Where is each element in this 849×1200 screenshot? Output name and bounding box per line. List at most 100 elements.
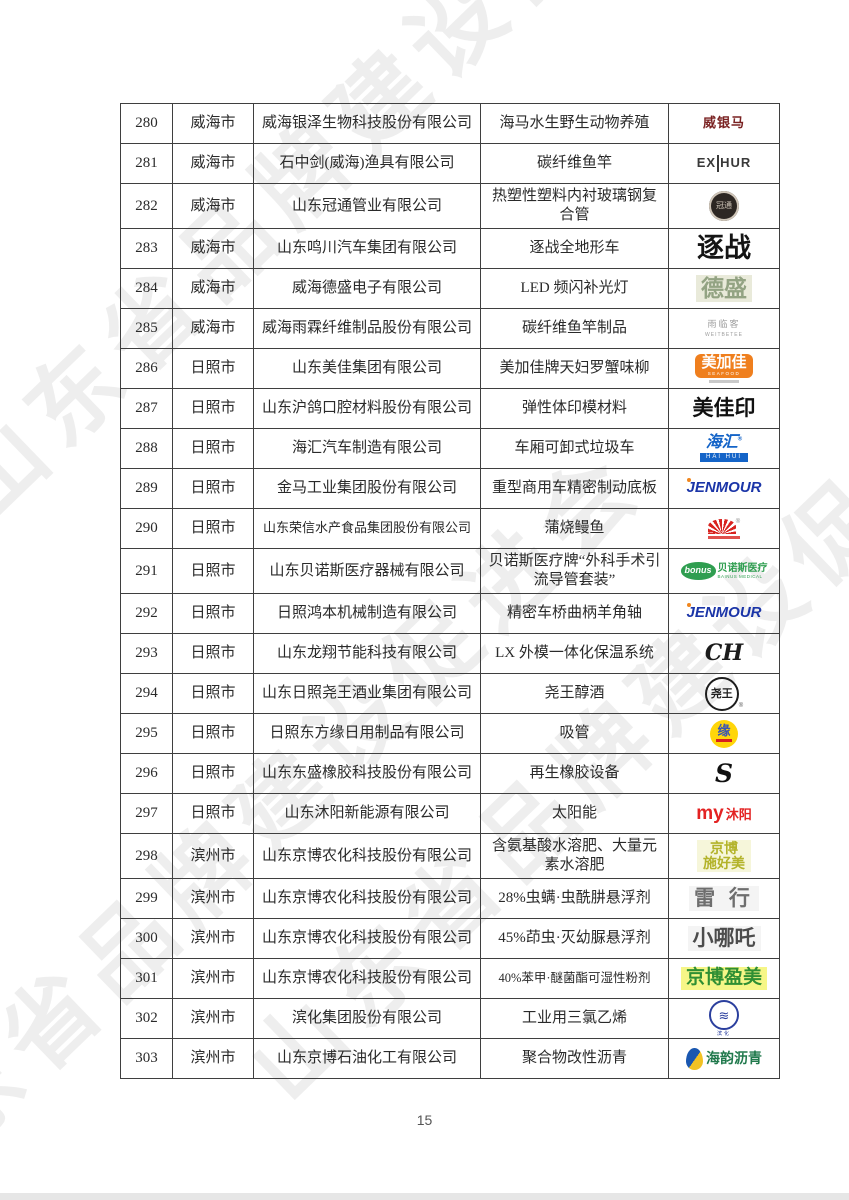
brand-logo: 逐战 [673, 233, 775, 264]
brand-logo: 小哪吒 [673, 925, 775, 952]
company-cell: 山东京博农化科技股份有限公司 [253, 958, 481, 999]
brand-logo: 海韵沥青 [673, 1047, 775, 1070]
brand-logo: 京博盈美 [673, 967, 775, 990]
brand-logo-cell: CH [668, 633, 780, 674]
table-row: 292 日照市 日照鸿本机械制造有限公司 精密车桥曲柄羊角轴 JENMOUR [120, 593, 780, 634]
brand-logo-cell: 海汇® HAI HUI [668, 428, 780, 469]
company-cell: 山东鸣川汽车集团有限公司 [253, 228, 481, 269]
table-row: 300 滨州市 山东京博农化科技股份有限公司 45%茚虫·灭幼脲悬浮剂 小哪吒 [120, 918, 780, 959]
seal-icon: 冠通 [709, 191, 739, 221]
city-cell: 日照市 [172, 713, 254, 754]
caption-bar [708, 535, 740, 539]
city-cell: 日照市 [172, 348, 254, 389]
brand-text: 德盛 [696, 274, 752, 303]
product-cell: 热塑性塑料内衬玻璃钢复合管 [480, 183, 669, 229]
brand-logo: CH [673, 641, 775, 665]
city-cell: 滨州市 [172, 878, 254, 919]
table-row: 295 日照市 日照东方缘日用制品有限公司 吸管 缘 [120, 713, 780, 754]
dot-icon [687, 603, 692, 608]
row-number-cell: 289 [120, 468, 173, 509]
city-cell: 日照市 [172, 468, 254, 509]
brand-logo: JENMOUR [673, 603, 775, 623]
city-cell: 威海市 [172, 143, 254, 184]
company-cell: 山东龙翔节能科技有限公司 [253, 633, 481, 674]
brand-text: 小哪吒 [687, 925, 761, 952]
brand-subtext: 滨化 [716, 1031, 731, 1037]
table-row: 286 日照市 山东美佳集团有限公司 美加佳牌天妇罗蟹味柳 美加佳 SEAFOOD [120, 348, 780, 389]
company-cell: 山东贝诺斯医疗器械有限公司 [253, 548, 481, 594]
row-number-cell: 292 [120, 593, 173, 634]
brand-logo: ≋ 滨化 [673, 1000, 775, 1037]
fan-icon [707, 518, 736, 534]
product-cell: LED 频闪补光灯 [480, 268, 669, 309]
company-cell: 山东京博农化科技股份有限公司 [253, 918, 481, 959]
row-number-cell: 301 [120, 958, 173, 999]
table-row: 282 威海市 山东冠通管业有限公司 热塑性塑料内衬玻璃钢复合管 冠通 [120, 183, 780, 229]
product-cell: 吸管 [480, 713, 669, 754]
city-cell: 日照市 [172, 793, 254, 834]
city-cell: 日照市 [172, 753, 254, 794]
brand-logo: 海汇® HAI HUI [673, 434, 775, 463]
brand-logo-cell: EX HUR [668, 143, 780, 184]
table-row: 289 日照市 金马工业集团股份有限公司 重型商用车精密制动底板 JENMOUR [120, 468, 780, 509]
city-cell: 滨州市 [172, 997, 254, 1040]
product-cell: 工业用三氯乙烯 [480, 997, 669, 1040]
table-row: 291 日照市 山东贝诺斯医疗器械有限公司 贝诺斯医疗牌“外科手术引流导管套装” bon… [120, 548, 780, 594]
brand-logo-cell: 逐战 [668, 228, 780, 269]
wave-circle-icon: ≋ [709, 1000, 739, 1030]
row-number-cell: 294 [120, 673, 173, 714]
row-number-cell: 285 [120, 308, 173, 349]
product-cell: 贝诺斯医疗牌“外科手术引流导管套装” [480, 548, 669, 594]
row-number-cell: 296 [120, 753, 173, 794]
row-number-cell: 290 [120, 508, 173, 549]
brand-logo-cell: bonus 贝诺斯医疗 BAINUS MEDICAL [668, 548, 780, 594]
brand-logo-cell: 美加佳 SEAFOOD [668, 348, 780, 389]
company-cell: 山东京博石油化工有限公司 [253, 1038, 481, 1080]
row-number-cell: 281 [120, 143, 173, 184]
city-cell: 滨州市 [172, 1038, 254, 1080]
company-cell: 山东美佳集团有限公司 [253, 348, 481, 389]
brand-logo: 雷 行 [673, 885, 775, 912]
product-cell: 车厢可卸式垃圾车 [480, 428, 669, 469]
brand-logo: bonus 贝诺斯医疗 BAINUS MEDICAL [673, 562, 775, 580]
brand-logo: 威银马 [673, 116, 775, 131]
circle-icon: 缘 [710, 719, 738, 748]
table-row: 294 日照市 山东日照尧王酒业集团有限公司 尧王醇酒 尧王 ® [120, 673, 780, 714]
brand-logo: 冠通 [673, 191, 775, 221]
product-cell: 含氨基酸水溶肥、大量元素水溶肥 [480, 833, 669, 879]
company-cell: 山东日照尧王酒业集团有限公司 [253, 673, 481, 714]
row-number-cell: 291 [120, 548, 173, 594]
city-cell: 滨州市 [172, 918, 254, 959]
brand-logo-cell: JENMOUR [668, 468, 780, 509]
brand-logo: ® [673, 518, 775, 539]
table-row: 283 威海市 山东鸣川汽车集团有限公司 逐战全地形车 逐战 [120, 228, 780, 269]
brand-logo: JENMOUR [673, 478, 775, 498]
brand-logo-cell: JENMOUR [668, 593, 780, 634]
table-row: 287 日照市 山东沪鸽口腔材料股份有限公司 弹性体印模材料 美佳印 [120, 388, 780, 429]
brand-logo: S [673, 760, 775, 788]
company-cell: 山东沪鸽口腔材料股份有限公司 [253, 388, 481, 429]
brand-logo: 美佳印 [673, 397, 775, 420]
row-number-cell: 297 [120, 793, 173, 834]
city-cell: 日照市 [172, 593, 254, 634]
brand-logo-cell: my 沐阳 [668, 793, 780, 834]
table-row: 290 日照市 山东荣信水产食品集团股份有限公司 蒲烧鳗鱼 ® [120, 508, 780, 549]
product-cell: 重型商用车精密制动底板 [480, 468, 669, 509]
brand-logo-cell: S [668, 753, 780, 794]
table-row: 280 威海市 威海银泽生物科技股份有限公司 海马水生野生动物养殖 威银马 [120, 103, 780, 144]
company-cell: 日照鸿本机械制造有限公司 [253, 593, 481, 634]
sword-icon [717, 155, 720, 172]
product-cell: 弹性体印模材料 [480, 388, 669, 429]
brand-logo-cell: ≋ 滨化 [668, 997, 780, 1040]
row-number-cell: 280 [120, 103, 173, 144]
row-number-cell: 283 [120, 228, 173, 269]
city-cell: 滨州市 [172, 958, 254, 999]
row-number-cell: 284 [120, 268, 173, 309]
product-cell: 再生橡胶设备 [480, 753, 669, 794]
city-cell: 日照市 [172, 548, 254, 594]
brand-logo-cell: 京博盈美 [668, 958, 780, 999]
table-row: 281 威海市 石中剑(威海)渔具有限公司 碳纤维鱼竿 EX HUR [120, 143, 780, 184]
product-cell: 逐战全地形车 [480, 228, 669, 269]
brand-text: 雨临客 [707, 319, 741, 330]
